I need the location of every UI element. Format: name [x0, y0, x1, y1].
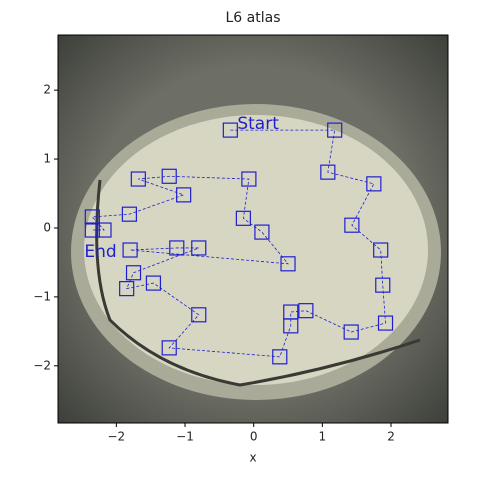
tile-marker	[377, 315, 394, 331]
tile-marker	[241, 171, 257, 187]
x-tick-label: −2	[108, 430, 126, 444]
y-tick-label: −2	[33, 358, 51, 372]
tile-marker	[145, 275, 162, 291]
tile-marker	[375, 277, 391, 293]
tile-marker	[121, 206, 138, 222]
tile-marker	[191, 307, 207, 323]
tile-marker	[327, 122, 343, 138]
y-tick-label: −1	[33, 289, 51, 303]
tile-marker	[84, 209, 100, 225]
tile-marker	[254, 224, 270, 240]
x-tick-label: 0	[250, 430, 258, 444]
tile-marker	[344, 217, 360, 233]
x-tick-label: −1	[176, 430, 194, 444]
tile-marker	[130, 171, 146, 187]
tile-marker	[176, 187, 192, 203]
x-tick-label: 2	[387, 430, 395, 444]
x-tick-label: 1	[319, 430, 327, 444]
tile-marker	[283, 318, 299, 334]
tile-marker	[161, 168, 177, 184]
tile-marker	[169, 240, 185, 256]
start-label: Start	[237, 114, 279, 134]
tile-marker	[119, 281, 135, 297]
end-label: End	[84, 242, 116, 262]
tile-marker	[191, 240, 207, 256]
tile-marker	[96, 222, 112, 238]
tile-marker	[122, 242, 138, 258]
tile-marker	[343, 324, 359, 340]
tile-marker	[280, 256, 296, 272]
route-line	[91, 129, 386, 358]
tile-marker	[272, 349, 288, 365]
tile-marker	[161, 340, 177, 356]
background-image	[58, 35, 448, 423]
tile-marker	[373, 242, 389, 258]
tile-marker	[222, 122, 238, 138]
plot-frame	[57, 34, 449, 424]
tile-marker	[320, 164, 336, 180]
tile-marker	[235, 210, 251, 226]
chart-title: L6 atlas	[226, 10, 281, 26]
x-axis-label: x	[249, 451, 256, 465]
tile-marker	[366, 176, 382, 192]
tile-marker	[84, 222, 100, 238]
y-tick-label: 1	[43, 152, 51, 166]
y-tick-label: 0	[43, 220, 51, 234]
tile-marker	[298, 303, 314, 319]
y-tick-label: 2	[43, 83, 51, 97]
tile-marker	[125, 265, 142, 281]
